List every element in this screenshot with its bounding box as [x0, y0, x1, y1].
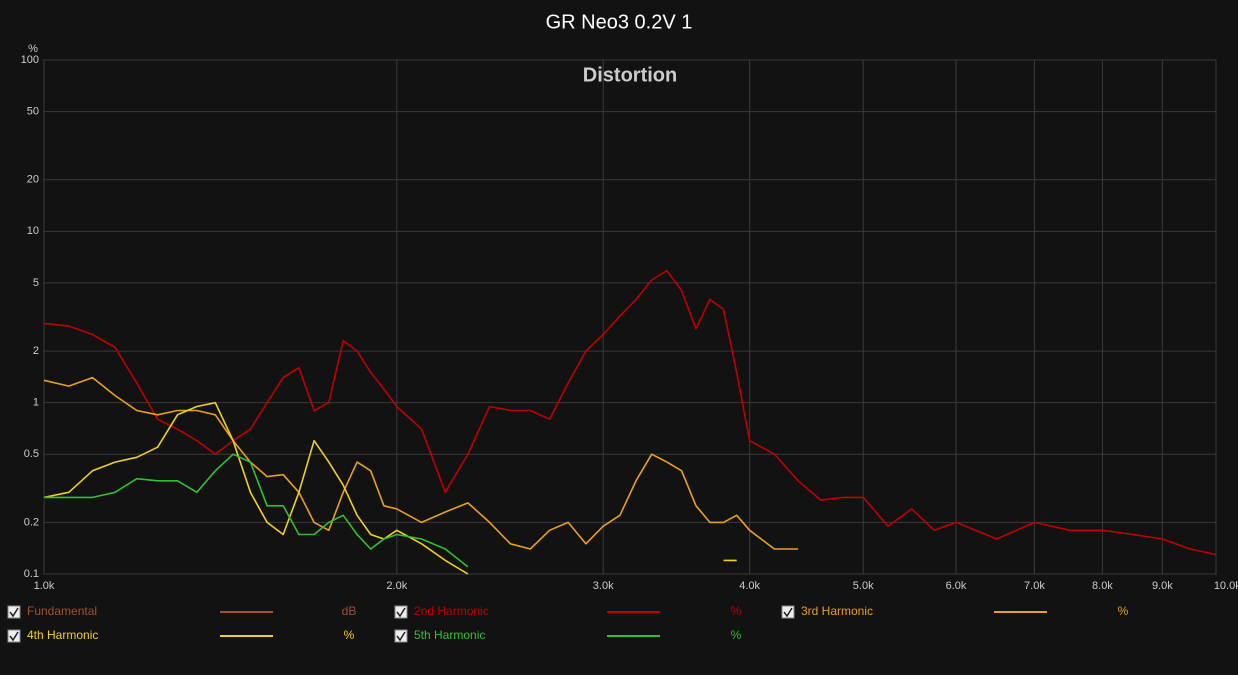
y-tick-label: 0.5 [24, 448, 39, 460]
legend-checkbox [394, 629, 408, 643]
x-tick-label: 2.0k [386, 580, 407, 592]
x-tick-label: 9.0k [1152, 580, 1173, 592]
x-tick-label: 5.0k [853, 580, 874, 592]
legend-label: 5th Harmonic [414, 628, 485, 642]
chart-title: GR Neo3 0.2V 1 [546, 11, 693, 33]
annotation: Distortion [583, 64, 677, 86]
y-tick-label: 0.2 [24, 516, 39, 528]
legend-check [396, 607, 406, 618]
legend-label: 4th Harmonic [27, 628, 98, 642]
legend-unit: % [731, 628, 742, 642]
legend-check [9, 631, 19, 642]
y-axis-label: % [28, 43, 38, 55]
legend-checkbox [781, 605, 795, 619]
legend-unit: dB [342, 604, 357, 618]
y-tick-label: 0.1 [24, 568, 39, 580]
x-tick-label: 7.0k [1024, 580, 1045, 592]
y-tick-label: 1 [33, 397, 39, 409]
y-tick-label: 10 [27, 225, 39, 237]
x-tick-label: 1.0k [34, 580, 55, 592]
legend-unit: % [731, 604, 742, 618]
legend-unit: % [344, 628, 355, 642]
legend-check [396, 631, 406, 642]
legend-checkbox [394, 605, 408, 619]
y-tick-label: 20 [27, 174, 39, 186]
x-tick-label: 8.0k [1092, 580, 1113, 592]
legend-label: 3rd Harmonic [801, 604, 873, 618]
legend-checkbox [7, 605, 21, 619]
y-tick-label: 2 [33, 345, 39, 357]
legend-checkbox [7, 629, 21, 643]
legend-label: 2nd Harmonic [414, 604, 489, 618]
x-tick-label: 4.0k [739, 580, 760, 592]
y-tick-label: 50 [27, 105, 39, 117]
legend-unit: % [1118, 604, 1129, 618]
legend-check [783, 607, 793, 618]
y-tick-label: 100 [21, 54, 39, 66]
x-tick-label: 10.0kHz [1214, 580, 1238, 592]
x-tick-label: 6.0k [946, 580, 967, 592]
legend-check [9, 607, 19, 618]
series-line [44, 453, 469, 568]
x-tick-label: 3.0k [593, 580, 614, 592]
series-line [43, 269, 1217, 556]
legend-label: Fundamental [27, 604, 97, 618]
series-line [43, 376, 799, 550]
y-tick-label: 5 [33, 277, 39, 289]
